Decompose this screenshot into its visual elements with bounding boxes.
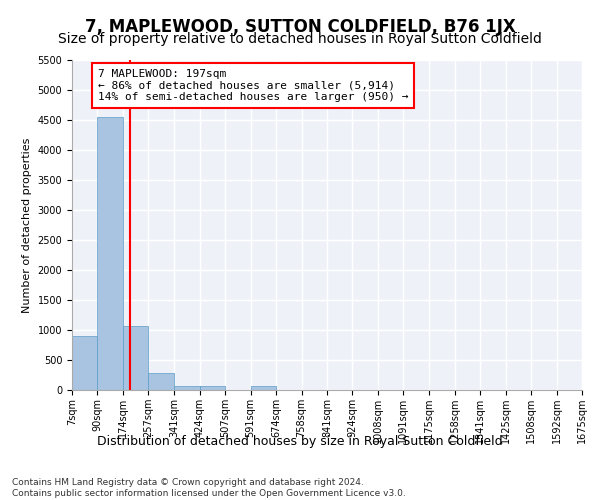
Bar bbox=[72, 336, 97, 390]
Text: Contains HM Land Registry data © Crown copyright and database right 2024.
Contai: Contains HM Land Registry data © Crown c… bbox=[12, 478, 406, 498]
Bar bbox=[251, 386, 276, 390]
Bar bbox=[174, 386, 199, 390]
Bar bbox=[97, 117, 123, 390]
Y-axis label: Number of detached properties: Number of detached properties bbox=[22, 138, 32, 312]
Text: Size of property relative to detached houses in Royal Sutton Coldfield: Size of property relative to detached ho… bbox=[58, 32, 542, 46]
Bar bbox=[199, 386, 225, 390]
Text: Distribution of detached houses by size in Royal Sutton Coldfield: Distribution of detached houses by size … bbox=[97, 435, 503, 448]
Text: 7, MAPLEWOOD, SUTTON COLDFIELD, B76 1JX: 7, MAPLEWOOD, SUTTON COLDFIELD, B76 1JX bbox=[85, 18, 515, 36]
Bar bbox=[148, 372, 174, 390]
Text: 7 MAPLEWOOD: 197sqm
← 86% of detached houses are smaller (5,914)
14% of semi-det: 7 MAPLEWOOD: 197sqm ← 86% of detached ho… bbox=[98, 69, 409, 102]
Bar bbox=[123, 326, 148, 390]
